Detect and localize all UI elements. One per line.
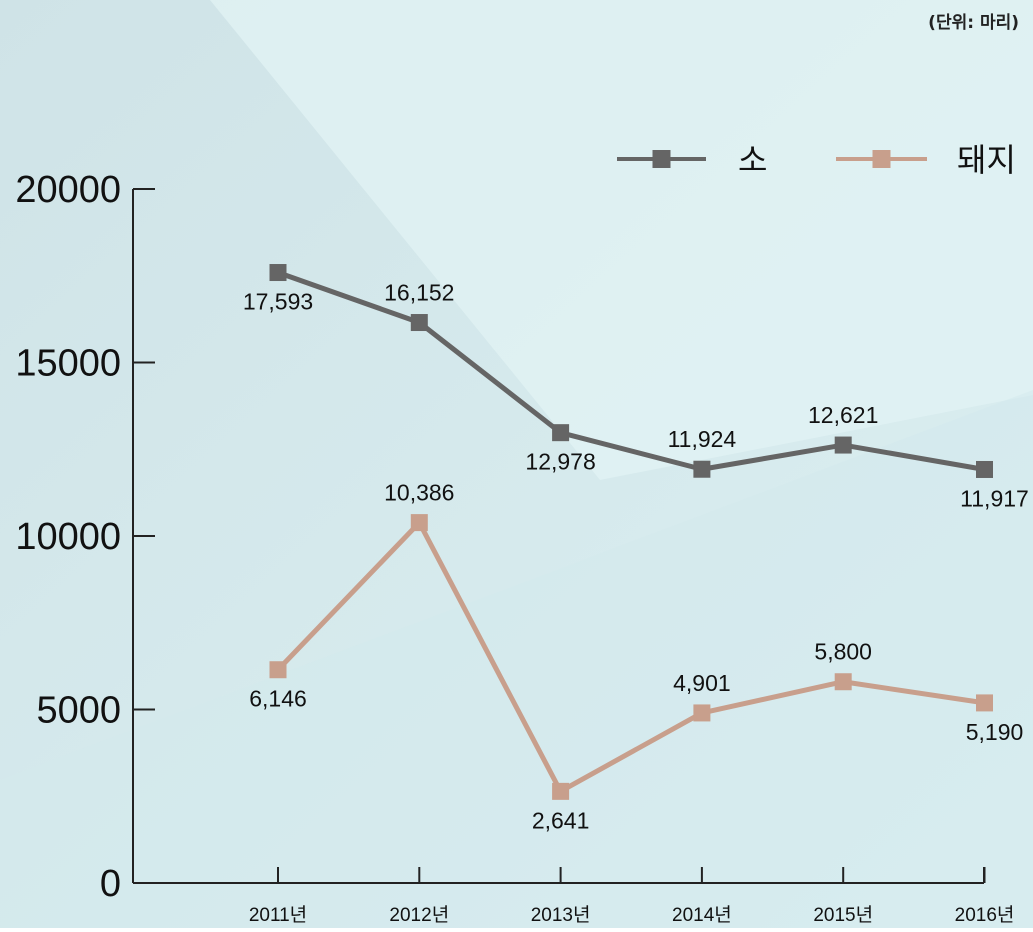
x-tick-label: 2013년: [531, 904, 591, 926]
data-point: [834, 436, 852, 454]
data-label: 11,924: [668, 426, 737, 452]
y-tick-label: 10000: [15, 516, 121, 558]
data-point: [693, 460, 711, 478]
data-label: 12,978: [525, 449, 595, 475]
legend-marker: [872, 150, 891, 168]
series-line-2: [276, 520, 985, 794]
data-label: 2,641: [532, 807, 590, 833]
legend-marker: [652, 150, 671, 168]
x-tick-label: 2011년: [249, 904, 307, 926]
y-tick-label: 5000: [36, 690, 121, 732]
x-tick-label: 2012년: [389, 904, 449, 926]
data-label: 10,386: [384, 480, 454, 506]
data-point: [834, 673, 852, 691]
data-point: [269, 661, 287, 679]
x-tick-label: 2015년: [813, 904, 873, 926]
unit-label: (단위: 마리): [928, 13, 1019, 33]
background-shade-band: [0, 390, 1033, 928]
data-label: 12,621: [808, 402, 878, 428]
x-tick-label: 2016년: [955, 904, 1015, 926]
y-tick-label: 15000: [15, 343, 121, 385]
legend-label: 돼지: [957, 142, 1016, 178]
data-point: [552, 782, 570, 800]
data-label: 6,146: [249, 686, 307, 712]
data-point: [976, 694, 993, 712]
data-label: 17,593: [243, 289, 313, 315]
data-point: [976, 460, 993, 478]
series-line-1: [277, 270, 985, 472]
data-label: 11,917: [960, 485, 1029, 511]
y-tick-label: 20000: [15, 169, 121, 211]
x-tick-label: 2014년: [672, 904, 732, 926]
data-label: 4,901: [673, 670, 731, 696]
background-light-band: [210, 0, 1033, 480]
data-point: [552, 424, 570, 442]
data-label: 5,800: [814, 639, 872, 665]
data-label: 5,190: [966, 719, 1024, 745]
y-tick-label: 0: [100, 863, 121, 905]
data-label: 16,152: [384, 280, 454, 306]
data-point: [410, 314, 428, 332]
data-point: [269, 264, 287, 282]
legend-label: 소: [738, 142, 767, 178]
data-point: [693, 704, 711, 722]
data-point: [410, 514, 428, 532]
